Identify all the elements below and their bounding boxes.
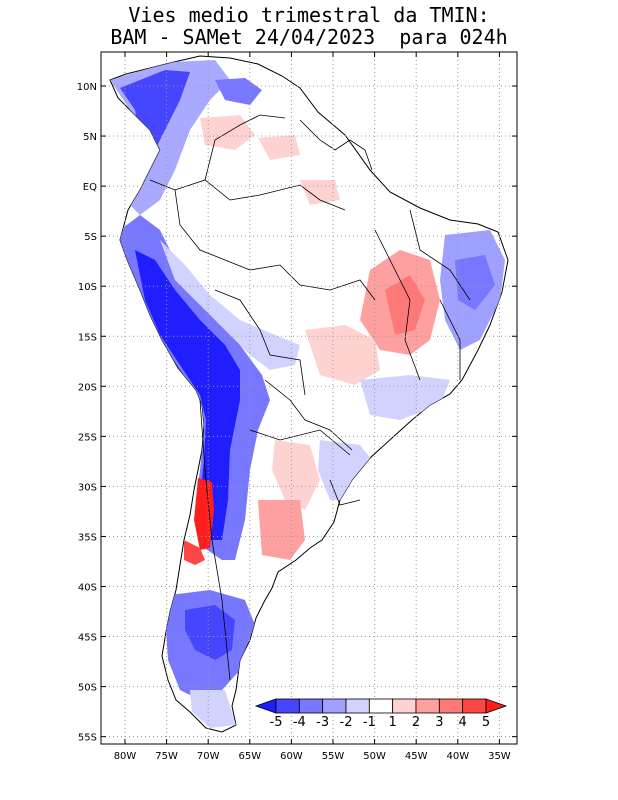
colorbar-segment (298, 698, 324, 714)
colorbar-segment (438, 698, 464, 714)
colorbar-label: -2 (340, 715, 353, 730)
lon-label: 75W (155, 751, 178, 762)
lon-label: 50W (363, 751, 386, 762)
lat-label: EQ (83, 182, 97, 193)
lat-label: 35S (78, 532, 97, 543)
lon-label: 65W (238, 751, 261, 762)
colorbar-segment (322, 698, 347, 714)
colorbar-segment (368, 698, 394, 714)
colorbar-segment (462, 698, 487, 714)
colorbar-label: -1 (363, 715, 376, 730)
axis-ticks (101, 52, 517, 744)
lon-label: 60W (280, 751, 303, 762)
colorbar (254, 698, 508, 714)
colorbar-segment (275, 698, 300, 714)
lat-label: 5S (84, 232, 97, 243)
colorbar-labels: -5 -4 -3 -2 -1 1 2 3 4 5 (270, 715, 491, 730)
lat-label: 5N (83, 132, 97, 143)
lon-label: 35W (488, 751, 511, 762)
colorbar-label: -3 (316, 715, 329, 730)
lat-label: 10N (77, 82, 97, 93)
latitude-labels: 10N 5N EQ 5S 10S 15S 20S 25S 30S 35S 40S 45S 50S 55S (77, 82, 97, 744)
colorbar-label: 1 (389, 715, 397, 730)
country-borders (149, 114, 471, 681)
lon-label: 70W (197, 751, 220, 762)
colorbar-segment (392, 698, 417, 714)
colorbar-label: -5 (270, 715, 283, 730)
lat-label: 15S (78, 332, 97, 343)
grid-lines (101, 52, 517, 744)
lat-label: 25S (78, 432, 97, 443)
lon-label: 45W (405, 751, 428, 762)
colorbar-label: 3 (435, 715, 443, 730)
map-title-line1: Vies medio trimestral da TMIN: (128, 3, 490, 27)
lat-label: 10S (78, 282, 97, 293)
lon-label: 40W (446, 751, 469, 762)
lat-label: 20S (78, 382, 97, 393)
lon-label: 55W (322, 751, 345, 762)
lat-label: 45S (78, 633, 97, 644)
map-title-line2: BAM - SAMet 24/04/2023 para 024h (110, 25, 508, 49)
colorbar-label: 5 (482, 715, 490, 730)
lat-label: 50S (78, 683, 97, 694)
longitude-labels: 80W 75W 70W 65W 60W 55W 50W 45W 40W 35W (114, 751, 511, 762)
colorbar-label: 2 (412, 715, 420, 730)
colorbar-label: 4 (459, 715, 467, 730)
colorbar-label: -4 (293, 715, 306, 730)
lat-label: 30S (78, 482, 97, 493)
lon-label: 80W (114, 751, 137, 762)
colorbar-right-arrow (485, 698, 508, 714)
colorbar-segment (345, 698, 370, 714)
lat-label: 55S (78, 733, 97, 744)
colorbar-segment (415, 698, 440, 714)
lat-label: 40S (78, 583, 97, 594)
